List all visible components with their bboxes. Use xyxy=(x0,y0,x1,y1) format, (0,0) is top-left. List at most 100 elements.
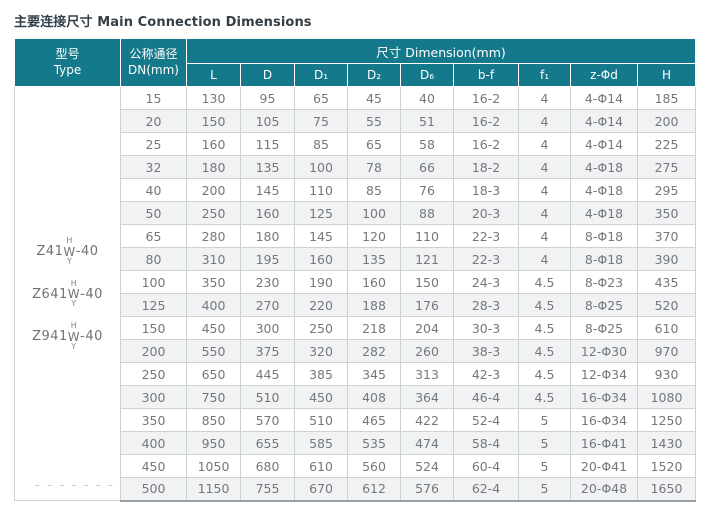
dimension-cell: 950 xyxy=(186,431,241,455)
type-variant-top: H xyxy=(70,321,78,331)
dimension-cell: 28-3 xyxy=(453,293,519,317)
dimension-cell: 385 xyxy=(294,362,348,386)
dimension-cell: 755 xyxy=(240,477,295,502)
dimension-cell: 585 xyxy=(294,431,348,455)
type-header-en: Type xyxy=(53,62,82,77)
valve-type-label: Z941 H W Y -40 xyxy=(32,321,103,352)
dimension-cell: 4 xyxy=(518,247,571,271)
dimension-cell: 204 xyxy=(400,316,454,340)
table-row: 200 550 375 320 282 260 38-3 4.5 12-Φ30 970 xyxy=(15,339,697,363)
dimension-cell: 16-Φ34 xyxy=(570,408,638,432)
dn-header-en: DN(mm) xyxy=(128,62,179,77)
dimension-cell: 130 xyxy=(186,86,241,110)
dimension-cell: 230 xyxy=(240,270,295,294)
dimension-cell: 95 xyxy=(240,86,295,110)
dimension-cell: 8-Φ23 xyxy=(570,270,638,294)
dimension-cell: 110 xyxy=(294,178,348,202)
column-header-bf: b-f xyxy=(453,63,519,87)
type-suffix: -40 xyxy=(80,329,103,345)
dimension-cell: 160 xyxy=(347,270,401,294)
dimension-cell: 145 xyxy=(240,178,295,202)
table-row: 125 400 270 220 188 176 28-3 4.5 8-Φ25 520 xyxy=(15,293,697,317)
dimension-cell: 1080 xyxy=(636,385,697,409)
dimension-cell: 160 xyxy=(186,132,241,156)
dn-column-header: 公称通径 DN(mm) xyxy=(120,38,187,87)
dimension-cell: 12-Φ34 xyxy=(570,362,638,386)
table-row: 80 310 195 160 135 121 22-3 4 8-Φ18 390 xyxy=(15,247,697,271)
dimension-cell: 5 xyxy=(518,477,571,502)
dimension-cell: 160 xyxy=(294,247,348,271)
dimension-cell: 200 xyxy=(636,109,697,133)
dimension-cell: 295 xyxy=(636,178,697,202)
dimension-cell: 450 xyxy=(294,385,348,409)
dn-cell: 32 xyxy=(120,155,187,179)
header-row-group: 型号 Type 公称通径 DN(mm) 尺寸 Dimension(mm) xyxy=(14,38,697,87)
dimension-cell: 135 xyxy=(347,247,401,271)
type-prefix: Z641 xyxy=(32,286,68,302)
valve-type-label: Z41 H W Y -40 xyxy=(36,236,98,267)
dimension-cell: 75 xyxy=(294,109,348,133)
dimension-cell: 120 xyxy=(347,224,401,248)
dimension-cell: 188 xyxy=(347,293,401,317)
table-row: 400 950 655 585 535 474 58-4 5 16-Φ41 1430 xyxy=(15,431,697,455)
dimension-cell: 250 xyxy=(294,316,348,340)
table-row: 20 150 105 75 55 51 16-2 4 4-Φ14 200 xyxy=(15,109,697,133)
type-variant-bottom: Y xyxy=(71,341,77,351)
dimension-cell: 4 xyxy=(518,178,571,202)
dimension-cell: 100 xyxy=(294,155,348,179)
page-title: 主要连接尺寸 Main Connection Dimensions xyxy=(14,15,312,30)
dimension-cell: 510 xyxy=(240,385,295,409)
dimension-cell: 125 xyxy=(294,201,348,225)
table-row: 300 750 510 450 408 364 46-4 4.5 16-Φ34 1080 xyxy=(15,385,697,409)
dimension-cell: 225 xyxy=(636,132,697,156)
dimension-cell: 550 xyxy=(186,339,241,363)
dimension-cell: 58-4 xyxy=(453,431,519,455)
dimension-cell: 18-3 xyxy=(453,178,519,202)
dn-cell: 65 xyxy=(120,224,187,248)
dn-cell: 450 xyxy=(120,454,187,478)
dimension-cell: 66 xyxy=(400,155,454,179)
dimension-cell: 85 xyxy=(294,132,348,156)
dimension-cell: 1150 xyxy=(186,477,241,502)
dimension-cell: 650 xyxy=(186,362,241,386)
table-row: 40 200 145 110 85 76 18-3 4 4-Φ18 295 xyxy=(15,178,697,202)
dimension-cell: 5 xyxy=(518,454,571,478)
dimension-cell: 100 xyxy=(347,201,401,225)
dimension-cell: 474 xyxy=(400,431,454,455)
dimension-cell: 345 xyxy=(347,362,401,386)
dimension-cell: 1050 xyxy=(186,454,241,478)
dimension-cell: 218 xyxy=(347,316,401,340)
dimension-cell: 16-Φ41 xyxy=(570,431,638,455)
dimension-cell: 62-4 xyxy=(453,477,519,502)
dimension-cell: 121 xyxy=(400,247,454,271)
type-header-zh: 型号 xyxy=(55,46,80,61)
dimension-cell: 135 xyxy=(240,155,295,179)
dimension-cell: 110 xyxy=(400,224,454,248)
table-row: 150 450 300 250 218 204 30-3 4.5 8-Φ25 610 xyxy=(15,316,697,340)
dimension-cell: 160 xyxy=(240,201,295,225)
dimension-cell: 535 xyxy=(347,431,401,455)
dimension-cell: 200 xyxy=(186,178,241,202)
dimension-cell: 55 xyxy=(347,109,401,133)
dimension-cell: 4 xyxy=(518,224,571,248)
dimension-cell: 76 xyxy=(400,178,454,202)
dimension-cell: 4.5 xyxy=(518,385,571,409)
type-cell: Z41 H W Y -40 Z641 H W Y -40 Z941 H W Y -40– – – – – –… xyxy=(14,86,121,501)
dimension-cell: 18-2 xyxy=(453,155,519,179)
type-column-header: 型号 Type xyxy=(14,38,121,87)
table-row: 100 350 230 190 160 150 24-3 4.5 8-Φ23 435 xyxy=(15,270,697,294)
type-variant-mid: W xyxy=(63,244,76,259)
dimension-cell: 40 xyxy=(400,86,454,110)
table-row: 450 1050 680 610 560 524 60-4 5 20-Φ41 1520 xyxy=(15,454,697,478)
dimension-cell: 24-3 xyxy=(453,270,519,294)
dimension-cell: 390 xyxy=(636,247,697,271)
dimension-cell: 450 xyxy=(186,316,241,340)
dimension-cell: 145 xyxy=(294,224,348,248)
column-header-d: D xyxy=(240,63,295,87)
dimension-cell: 185 xyxy=(636,86,697,110)
dn-cell: 400 xyxy=(120,431,187,455)
dimension-cell: 180 xyxy=(240,224,295,248)
dimension-cell: 510 xyxy=(294,408,348,432)
